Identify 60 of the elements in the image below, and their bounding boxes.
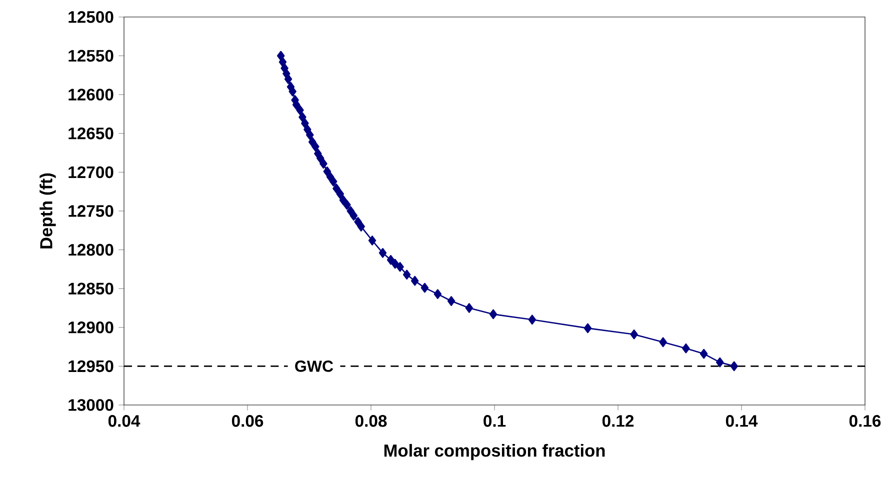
point <box>288 86 296 96</box>
point <box>323 166 332 176</box>
point <box>329 176 338 186</box>
y-tick-label: 12600 <box>68 88 114 101</box>
x-tick-label: 0.1 <box>484 415 506 427</box>
point <box>378 248 387 258</box>
point <box>332 184 340 194</box>
point <box>402 270 411 280</box>
point <box>357 222 365 232</box>
point <box>682 343 690 354</box>
y-tick-label: 12950 <box>68 360 114 372</box>
point <box>336 189 344 199</box>
point <box>298 112 306 122</box>
point <box>296 105 304 116</box>
y-tick-label: 12700 <box>68 166 114 178</box>
point <box>584 323 592 334</box>
point <box>320 158 328 169</box>
point <box>276 50 285 61</box>
point <box>316 153 324 164</box>
point <box>278 57 287 67</box>
y-tick-label: 13000 <box>68 399 114 411</box>
x-tick-label: 0.06 <box>232 415 264 427</box>
y-tick-label: 12850 <box>68 282 114 295</box>
point <box>700 348 708 359</box>
point <box>420 282 429 293</box>
x-tick-label: 0.04 <box>108 415 140 427</box>
point <box>659 337 667 348</box>
point <box>489 309 498 320</box>
point <box>391 258 399 269</box>
x-tick-label: 0.12 <box>602 415 634 427</box>
ref-line-label: GWC <box>295 360 334 372</box>
point <box>434 289 442 299</box>
y-tick-label: 12750 <box>68 205 114 217</box>
x-tick-label: 0.08 <box>355 415 387 427</box>
x-tick-label: 0.16 <box>849 415 881 427</box>
point <box>339 195 348 206</box>
point <box>630 329 638 340</box>
point <box>284 74 292 84</box>
x-tick-label: 0.14 <box>726 415 758 427</box>
y-tick-label: 12500 <box>68 11 114 23</box>
y-tick-label: 12800 <box>68 244 114 256</box>
x-axis-title: Molar composition fraction <box>384 444 605 460</box>
point <box>306 130 314 140</box>
point <box>410 276 419 286</box>
point <box>528 314 536 325</box>
point <box>312 142 320 152</box>
y-tick-label: 12650 <box>68 128 114 140</box>
point <box>730 361 738 372</box>
y-axis-title: Depth (ft) <box>40 173 56 248</box>
y-tick-label: 12550 <box>68 50 114 62</box>
point <box>386 254 395 265</box>
point <box>465 303 474 313</box>
point <box>716 357 724 368</box>
point <box>350 210 358 221</box>
point <box>396 262 404 272</box>
point <box>301 118 309 128</box>
y-tick-label: 12900 <box>68 322 114 334</box>
point <box>447 296 456 306</box>
point <box>343 200 351 210</box>
point <box>368 236 376 246</box>
